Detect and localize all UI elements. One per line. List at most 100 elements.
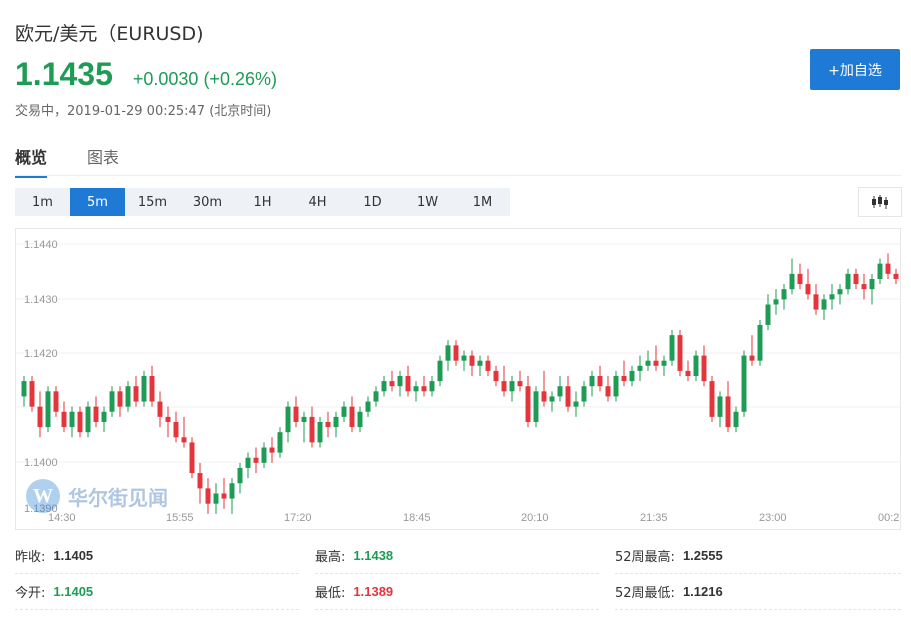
candle-up [741, 355, 747, 412]
candle-down [653, 360, 659, 366]
candle-down [37, 406, 43, 428]
stat-high: 最高: 1.1438 [315, 538, 599, 574]
candle-down [493, 370, 499, 382]
candle-up [557, 386, 563, 397]
stat-label: 最高: [315, 550, 346, 565]
tab-overview[interactable]: 概览 [15, 144, 48, 178]
trading-status: 交易中，2019-01-29 00:25:47 (北京时间) [15, 104, 272, 119]
candle-down [53, 391, 59, 412]
stat-value: 1.1405 [53, 584, 94, 599]
candle-down [501, 381, 507, 392]
x-tick-4: 18:45 [403, 512, 431, 524]
candle-up [125, 386, 131, 407]
chart-type-button[interactable] [858, 187, 902, 217]
tab-chart[interactable]: 图表 [87, 148, 120, 167]
stat-value: 1.1216 [682, 584, 723, 599]
candle-down [709, 381, 715, 417]
candle-up [781, 289, 787, 300]
candle-down [325, 421, 331, 428]
period-30m[interactable]: 30m [192, 194, 223, 210]
candle-down [405, 376, 411, 392]
candle-up [573, 401, 579, 407]
candle-up [837, 289, 843, 295]
period-1d[interactable]: 1D [363, 194, 382, 210]
candle-up [437, 360, 443, 382]
candle-down [389, 381, 395, 387]
period-1m[interactable]: 1m [32, 194, 53, 210]
period-1w[interactable]: 1W [416, 194, 439, 210]
candle-down [685, 370, 691, 376]
period-1mo[interactable]: 1M [472, 194, 493, 210]
watermark-logo: W [26, 479, 60, 513]
candle-down [309, 416, 315, 443]
period-selector: 1m 5m 15m 30m 1H 4H 1D 1W 1M [15, 188, 510, 216]
candle-down [117, 391, 123, 407]
stat-label: 今开: [15, 586, 46, 601]
candle-up [373, 391, 379, 402]
candle-up [21, 381, 27, 397]
candle-up [821, 299, 827, 310]
candle-down [861, 284, 867, 290]
candle-up [789, 273, 795, 290]
candle-up [381, 381, 387, 392]
candle-up [245, 457, 251, 468]
y-tick-3: 1.1420 [24, 348, 58, 360]
candle-down [165, 416, 171, 422]
candle-up [141, 376, 147, 402]
candle-up [277, 432, 283, 453]
x-tick-8: 00:2 [878, 512, 899, 524]
add-watchlist-button[interactable]: +加自选 [810, 49, 900, 90]
candle-down [805, 284, 811, 295]
candle-up [629, 370, 635, 382]
candle-up [461, 355, 467, 361]
candle-up [69, 411, 75, 428]
stat-label: 昨收: [15, 550, 46, 565]
candle-down [525, 386, 531, 422]
stat-value: 1.1389 [353, 584, 394, 599]
stat-value: 1.2555 [682, 548, 723, 563]
candle-up [829, 294, 835, 300]
candle-down [421, 386, 427, 392]
candle-down [157, 401, 163, 417]
x-tick-1: 14:30 [48, 512, 76, 524]
candle-up [773, 299, 779, 305]
candle-up [613, 376, 619, 397]
candle-up [765, 304, 771, 325]
x-tick-5: 20:10 [521, 512, 549, 524]
candle-down [797, 273, 803, 285]
candle-up [45, 391, 51, 428]
stat-label: 52周最低: [615, 586, 675, 601]
page-title: 欧元/美元（EURUSD) [15, 23, 204, 45]
stat-low: 最低: 1.1389 [315, 574, 599, 610]
candle-down [853, 273, 859, 285]
y-tick-5: 1.1390 [24, 503, 58, 515]
x-tick-7: 23:00 [759, 512, 787, 524]
candle-up [109, 391, 115, 412]
candles [21, 253, 899, 514]
stat-52w-high: 52周最高: 1.2555 [615, 538, 901, 574]
candle-down [565, 386, 571, 407]
y-tick-4: 1.1400 [24, 457, 58, 469]
candle-up [357, 411, 363, 428]
candle-down [253, 457, 259, 463]
candle-down [29, 381, 35, 407]
candle-down [701, 355, 707, 382]
candle-down [597, 376, 603, 387]
candle-up [533, 391, 539, 422]
period-5m[interactable]: 5m [70, 188, 125, 216]
candle-down [205, 488, 211, 504]
candle-up [589, 376, 595, 387]
candle-up [213, 493, 219, 504]
period-4h[interactable]: 4H [308, 194, 327, 210]
x-tick-3: 17:20 [284, 512, 312, 524]
candle-up [301, 416, 307, 422]
candle-up [669, 335, 675, 361]
stat-52w-low: 52周最低: 1.1216 [615, 574, 901, 610]
price-chart[interactable]: 1.1440 1.1430 1.1420 1.1400 1.1390 14:30… [15, 228, 901, 530]
candle-up [413, 386, 419, 392]
period-15m[interactable]: 15m [137, 194, 168, 210]
candle-up [341, 406, 347, 417]
period-1h[interactable]: 1H [253, 194, 272, 210]
stat-open: 今开: 1.1405 [15, 574, 299, 610]
stat-label: 52周最高: [615, 550, 675, 565]
